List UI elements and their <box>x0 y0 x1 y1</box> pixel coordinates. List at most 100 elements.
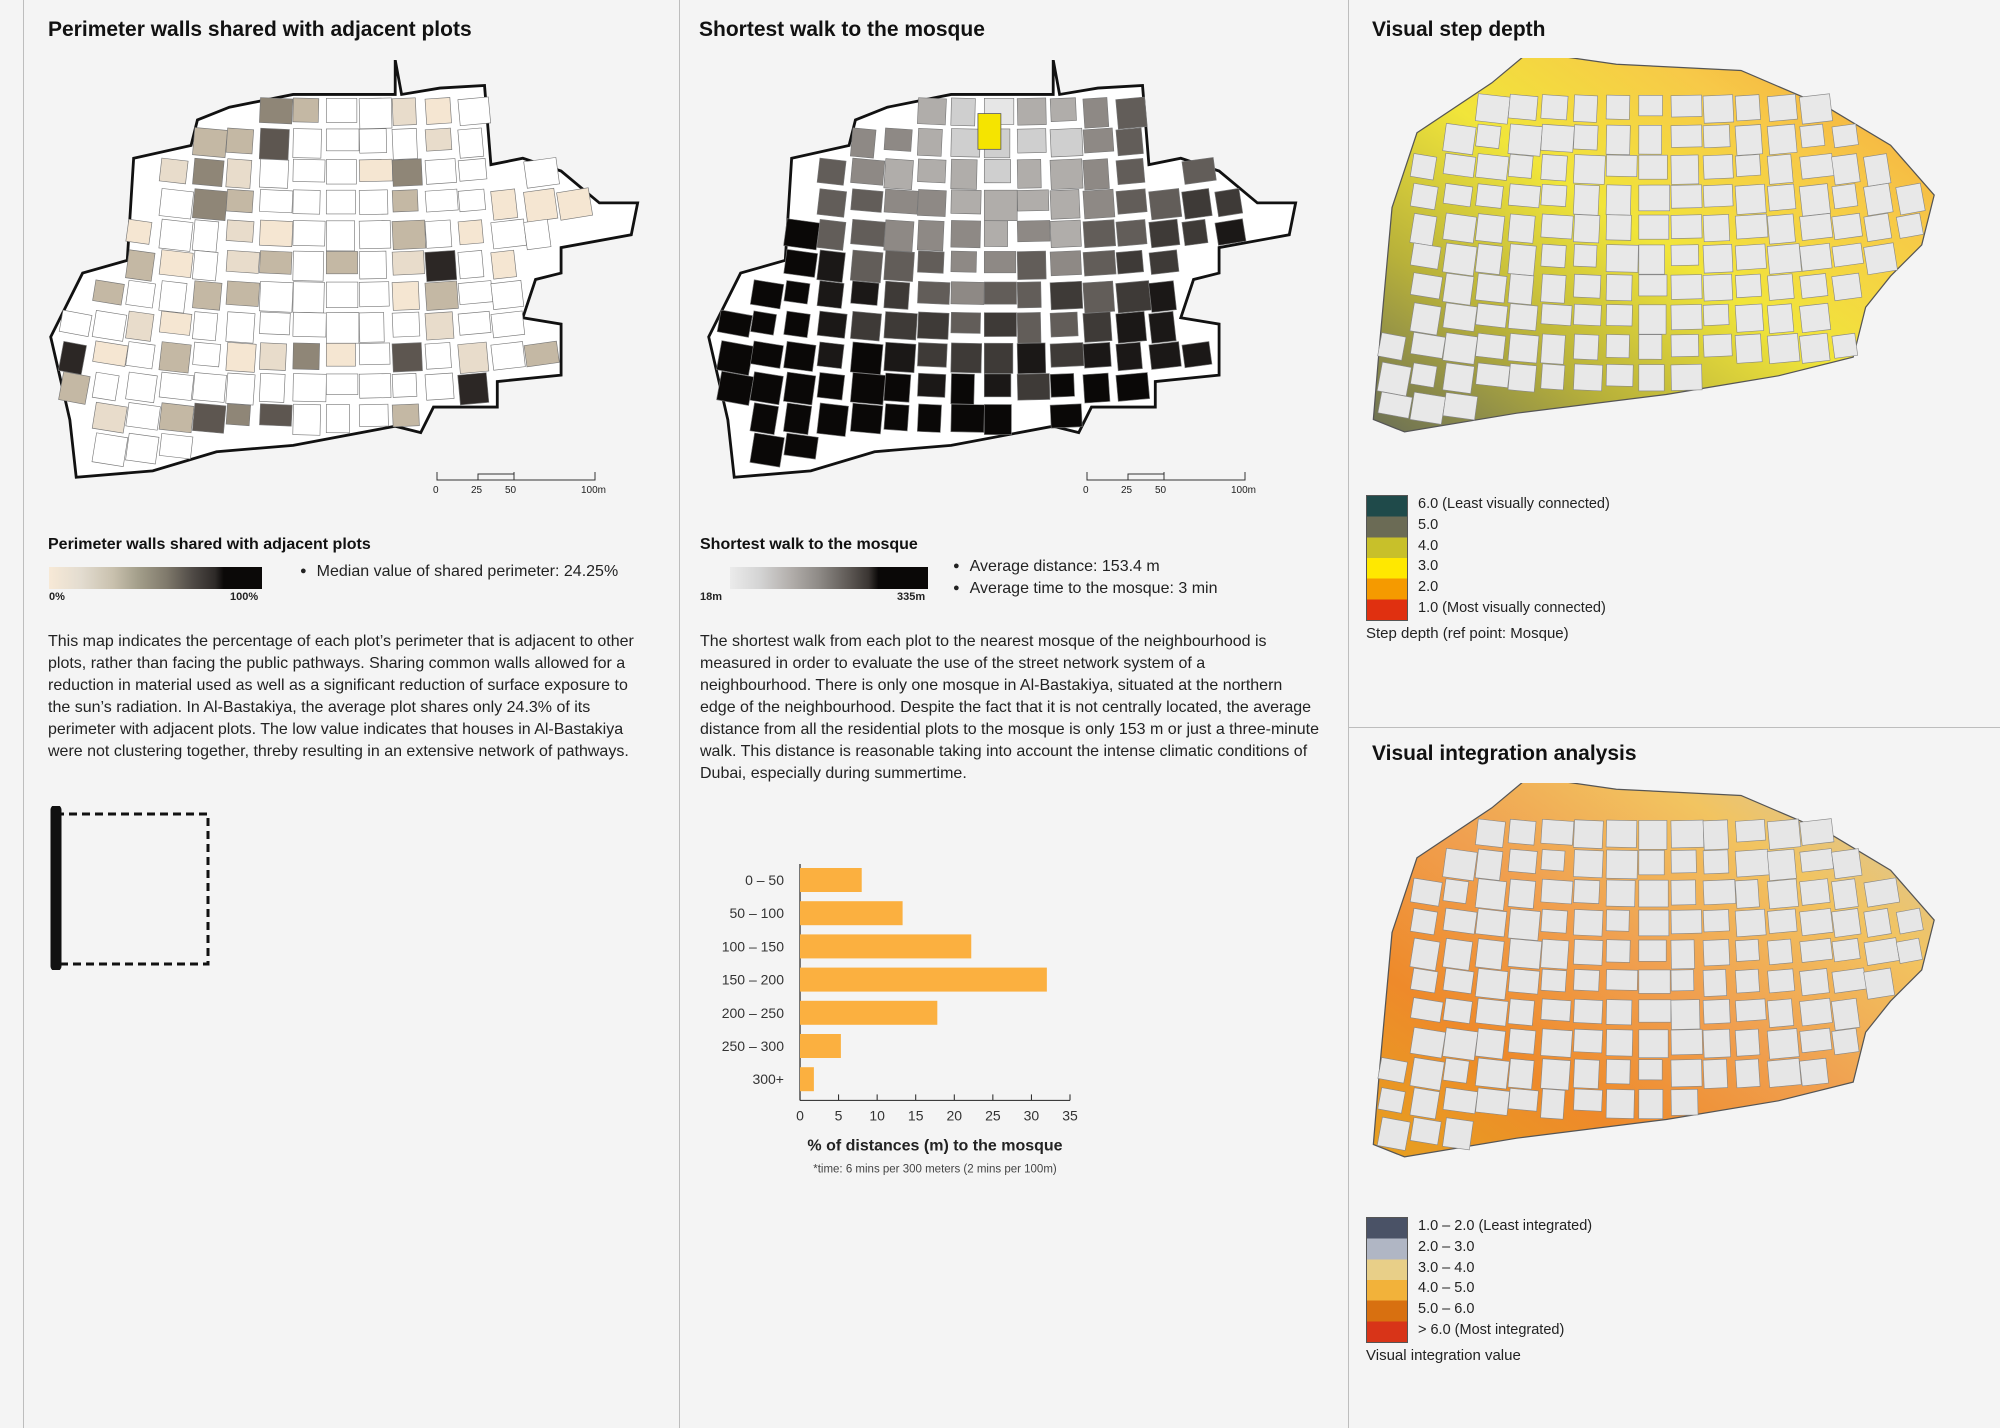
plot <box>1049 311 1079 338</box>
bar <box>800 1034 841 1058</box>
plot <box>457 372 490 406</box>
plot <box>1474 938 1505 971</box>
plot <box>1540 938 1570 970</box>
plot <box>1799 302 1832 334</box>
x-tick-label: 0 <box>796 1107 804 1123</box>
plot <box>1702 998 1731 1025</box>
plot <box>1049 373 1075 398</box>
plot <box>424 250 458 282</box>
plot <box>950 373 975 405</box>
plot <box>1409 907 1438 936</box>
plot <box>1540 94 1569 121</box>
plot <box>1831 212 1863 241</box>
legend-item: 4.0 – 5.0 <box>1418 1280 1475 1297</box>
plot <box>490 341 526 371</box>
plot <box>192 341 222 368</box>
plot <box>1863 182 1894 217</box>
plot <box>1507 243 1537 277</box>
plot <box>125 341 156 370</box>
plot <box>325 128 360 152</box>
plot <box>1766 1028 1800 1060</box>
plot <box>1605 274 1633 302</box>
plot <box>1605 244 1639 273</box>
plot <box>1670 363 1703 391</box>
plot <box>1573 333 1600 361</box>
plot <box>1475 213 1506 244</box>
plot <box>58 309 93 337</box>
plot <box>1540 154 1568 182</box>
plot <box>1767 273 1795 301</box>
plot <box>1734 124 1763 156</box>
plot <box>556 187 593 221</box>
plot <box>1799 332 1831 364</box>
plot <box>1082 188 1116 220</box>
plot <box>258 280 294 313</box>
plot <box>1767 968 1796 994</box>
plot <box>849 249 884 284</box>
plot <box>1474 848 1504 881</box>
plot <box>1573 273 1602 299</box>
plot <box>1831 1027 1860 1056</box>
panel-title: Perimeter walls shared with adjacent plo… <box>48 18 472 41</box>
plot <box>1475 153 1510 181</box>
plot <box>1016 220 1051 243</box>
plot <box>1895 907 1924 935</box>
plot <box>1605 1029 1634 1057</box>
plot <box>850 402 884 435</box>
plot <box>983 404 1012 435</box>
plot <box>1605 819 1638 848</box>
plot <box>783 371 817 406</box>
plot <box>816 341 845 369</box>
plot <box>1734 1028 1761 1057</box>
plot <box>1605 879 1636 908</box>
plot <box>1767 908 1798 934</box>
plot <box>750 340 784 369</box>
legend-item: 2.0 <box>1418 579 1439 596</box>
plot <box>1540 363 1566 391</box>
plot <box>292 250 325 282</box>
plot <box>523 340 560 368</box>
plot <box>1409 1057 1445 1091</box>
plot <box>1507 1028 1537 1055</box>
legend-labels: 1.0 – 2.0 (Least integrated) 2.0 – 3.0 3.0… <box>1418 1216 1592 1341</box>
plot <box>1507 153 1534 179</box>
plot <box>950 250 977 273</box>
plot <box>1540 819 1575 846</box>
x-tick-label: 5 <box>835 1107 843 1123</box>
plot <box>258 158 290 189</box>
plot <box>1638 274 1668 297</box>
plot <box>1442 183 1474 208</box>
plot <box>1148 280 1177 313</box>
plot <box>1638 214 1670 240</box>
plot <box>1082 158 1110 191</box>
plot <box>1115 311 1148 344</box>
plot <box>1507 213 1536 244</box>
plot <box>1605 1059 1631 1085</box>
plot <box>424 311 455 341</box>
plot <box>1799 123 1826 149</box>
plot <box>1115 249 1144 275</box>
plot <box>1474 1057 1510 1090</box>
plot <box>1540 213 1574 240</box>
plot <box>883 219 915 253</box>
plot <box>1442 878 1470 904</box>
plot <box>158 310 193 336</box>
plot <box>1863 967 1896 1000</box>
plot <box>424 372 455 401</box>
plot <box>1766 848 1797 881</box>
plot <box>1181 341 1213 369</box>
plot <box>225 403 251 427</box>
plot <box>883 158 914 191</box>
plot <box>58 341 87 375</box>
plot <box>258 372 286 403</box>
plot <box>1670 939 1695 970</box>
plot <box>325 404 350 434</box>
plot <box>1442 332 1478 365</box>
plot <box>916 219 945 252</box>
plot <box>1702 214 1731 243</box>
plot <box>1475 123 1502 149</box>
plot <box>850 280 880 306</box>
plot <box>1016 97 1047 126</box>
plot <box>1410 362 1438 388</box>
plot <box>1573 969 1600 992</box>
